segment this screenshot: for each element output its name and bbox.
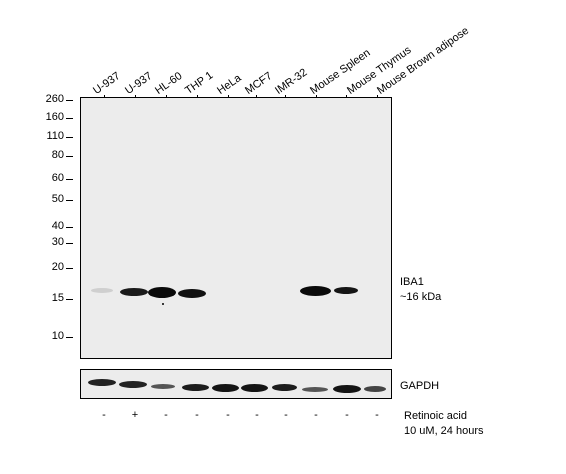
band-lane-8 [300, 286, 331, 296]
band-lane-3 [148, 287, 176, 298]
lane-label-7: IMR-32 [273, 66, 310, 97]
gapdh-band-6 [241, 384, 268, 392]
mw-tick [66, 268, 73, 269]
mw-label-80: 80 [51, 149, 64, 161]
mw-label-50: 50 [51, 193, 64, 205]
mw-label-10: 10 [51, 330, 64, 342]
lane-label-8: Mouse Spleen [308, 46, 373, 97]
treatment-lane-5: - [226, 409, 230, 421]
treatment-lane-2: + [131, 409, 139, 421]
mw-label-30: 30 [51, 236, 64, 248]
mw-tick [66, 337, 73, 338]
lane-label-4: THP 1 [183, 69, 216, 97]
band-lane-4 [178, 289, 206, 298]
blot-speck [162, 303, 164, 305]
lane-label-6: MCF7 [243, 69, 275, 97]
band-lane-9 [334, 287, 358, 294]
treatment-lane-6: - [255, 409, 259, 421]
mw-tick [66, 100, 73, 101]
lane-label-2: U-937 [123, 69, 155, 97]
mw-label-20: 20 [51, 261, 64, 273]
mw-tick [66, 200, 73, 201]
treatment-conditions: 10 uM, 24 hours [404, 425, 484, 437]
treatment-lane-1: - [102, 409, 106, 421]
treatment-lane-8: - [314, 409, 318, 421]
treatment-lane-4: - [195, 409, 199, 421]
treatment-lane-3: - [164, 409, 168, 421]
mw-label-60: 60 [51, 172, 64, 184]
mw-tick [66, 179, 73, 180]
gapdh-band-1 [88, 379, 116, 386]
main-blot-panel [80, 97, 392, 359]
mw-tick [66, 137, 73, 138]
band-lane-2 [120, 288, 148, 296]
gapdh-band-3 [151, 384, 175, 389]
lane-label-1: U-937 [91, 69, 123, 97]
gapdh-band-5 [212, 384, 239, 392]
treatment-lane-7: - [284, 409, 288, 421]
gapdh-band-9 [333, 385, 361, 393]
mw-label-160: 160 [45, 111, 64, 123]
gapdh-band-2 [119, 381, 147, 388]
gapdh-band-7 [272, 384, 297, 391]
mw-tick [66, 156, 73, 157]
treatment-lane-10: - [375, 409, 379, 421]
mw-label-110: 110 [46, 130, 64, 142]
gapdh-band-4 [182, 384, 209, 391]
band-lane-1 [91, 288, 113, 293]
mw-tick [66, 227, 73, 228]
treatment-label: Retinoic acid [404, 410, 467, 422]
gapdh-band-10 [364, 386, 386, 392]
treatment-lane-9: - [345, 409, 349, 421]
mw-tick [66, 243, 73, 244]
target-label: IBA1 [400, 276, 424, 288]
lane-label-5: HeLa [215, 72, 244, 97]
mw-label-260: 260 [45, 93, 64, 105]
mw-label-15: 15 [51, 292, 64, 304]
lane-label-3: HL-60 [153, 69, 185, 97]
loading-control-blot-panel [80, 369, 392, 399]
mw-label-40: 40 [51, 220, 64, 232]
gapdh-band-8 [302, 387, 328, 392]
mw-tick [66, 118, 73, 119]
loading-control-label: GAPDH [400, 380, 440, 392]
mw-tick [66, 299, 73, 300]
target-size-label: ~16 kDa [400, 291, 442, 303]
